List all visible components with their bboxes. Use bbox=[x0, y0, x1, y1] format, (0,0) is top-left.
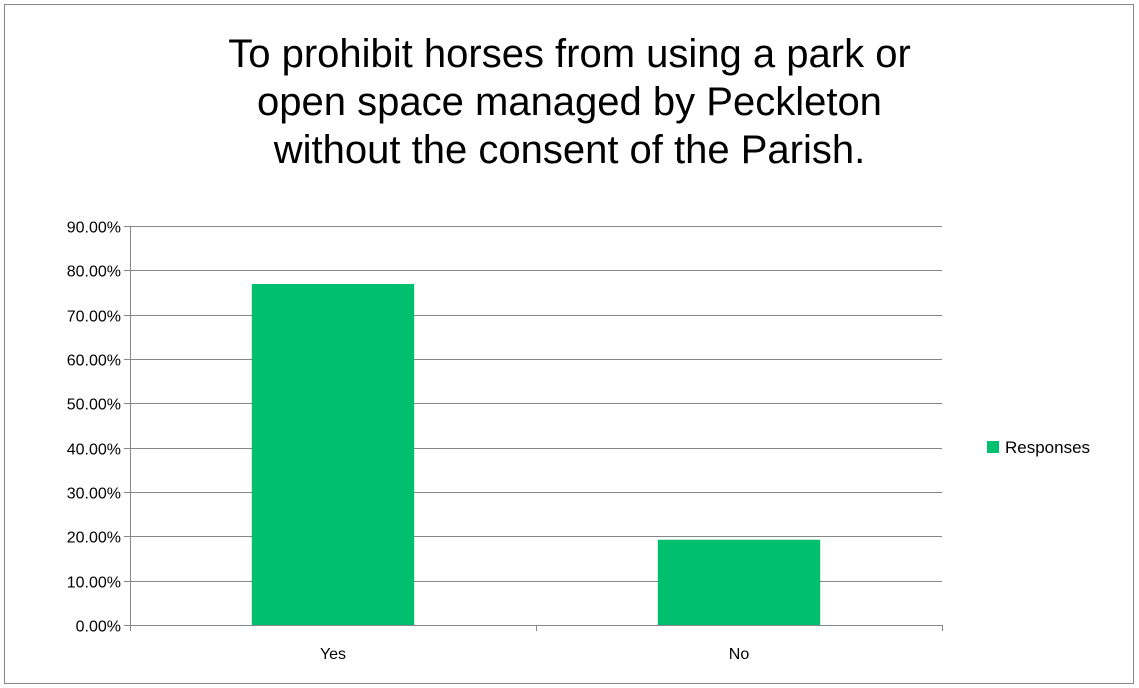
y-tick-label: 40.00% bbox=[67, 442, 121, 459]
x-tick-label: Yes bbox=[320, 646, 346, 663]
legend: Responses bbox=[987, 438, 1090, 457]
y-tick-label: 60.00% bbox=[67, 353, 121, 370]
y-tick-label: 80.00% bbox=[67, 264, 121, 281]
bars bbox=[251, 283, 821, 625]
chart-title: To prohibit horses from using a park or … bbox=[228, 32, 911, 172]
bar-yes bbox=[251, 283, 415, 625]
y-tick-label: 70.00% bbox=[67, 309, 121, 326]
axes bbox=[124, 226, 943, 631]
y-tick-label: 30.00% bbox=[67, 486, 121, 503]
x-tick-label: No bbox=[729, 646, 750, 663]
bar-no bbox=[657, 539, 821, 625]
chart-frame bbox=[4, 4, 1134, 684]
y-tick-label: 0.00% bbox=[76, 619, 121, 636]
y-tick-label: 10.00% bbox=[67, 575, 121, 592]
legend-label: Responses bbox=[1005, 438, 1090, 457]
tick-labels: 0.00% 10.00% 20.00% 30.00% 40.00% 50.00% 60.00… bbox=[67, 220, 750, 664]
legend-swatch bbox=[987, 441, 999, 453]
y-tick-label: 90.00% bbox=[67, 220, 121, 237]
y-tick-label: 20.00% bbox=[67, 530, 121, 547]
y-tick-label: 50.00% bbox=[67, 397, 121, 414]
